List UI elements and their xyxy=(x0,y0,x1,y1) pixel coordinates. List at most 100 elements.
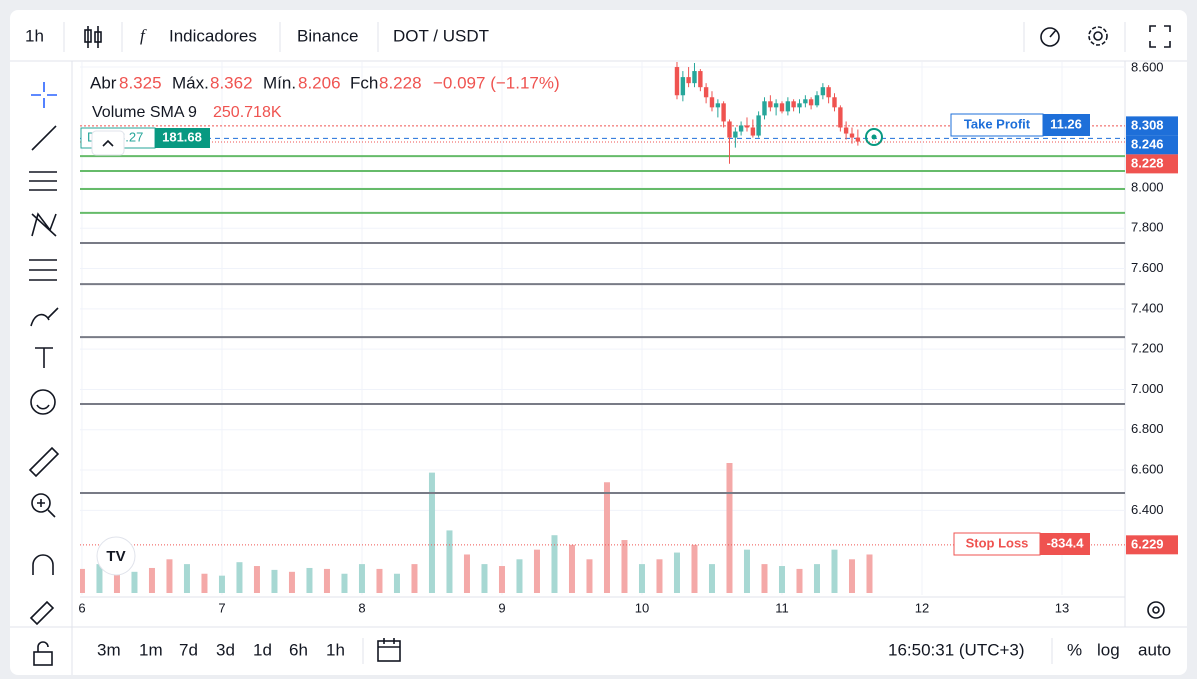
auto-toggle[interactable]: auto xyxy=(1138,640,1171,659)
fib-tool[interactable] xyxy=(29,259,57,281)
lines-tool[interactable] xyxy=(29,171,57,191)
candle-body xyxy=(756,115,761,136)
y-tick-label: 7.800 xyxy=(1131,220,1164,235)
zoom-tool[interactable] xyxy=(31,493,56,518)
settings-button[interactable] xyxy=(1088,26,1108,46)
volume-bar xyxy=(831,549,838,593)
volume-bar xyxy=(80,568,85,593)
volume-bar xyxy=(586,559,593,593)
price-label-box xyxy=(1126,154,1178,174)
candle-body xyxy=(692,71,697,84)
log-toggle[interactable]: log xyxy=(1097,640,1120,659)
ruler-tool[interactable] xyxy=(28,446,60,478)
range-button[interactable]: 1m xyxy=(139,640,163,659)
trendline-tool[interactable] xyxy=(31,125,57,151)
y-tick-label: 7.400 xyxy=(1131,300,1164,315)
volume-bar xyxy=(603,482,610,593)
volume-bar xyxy=(533,549,540,593)
volume-bar xyxy=(761,564,768,593)
volume-bar xyxy=(516,559,523,593)
emoji-tool[interactable] xyxy=(30,389,56,415)
candle-body xyxy=(843,127,849,134)
range-button[interactable]: 7d xyxy=(179,640,198,659)
range-button[interactable]: 1h xyxy=(326,640,345,659)
volume-value: 250.718K xyxy=(213,104,282,121)
volume-bar xyxy=(568,544,575,593)
range-button[interactable]: 3m xyxy=(97,640,121,659)
volume-bar xyxy=(638,564,645,593)
candle-body xyxy=(826,87,831,98)
position-marker[interactable] xyxy=(865,128,883,146)
candle-body xyxy=(744,125,750,128)
window xyxy=(10,10,1187,675)
interval-button[interactable]: 1h xyxy=(25,26,44,45)
candle-body xyxy=(674,67,680,96)
collapse-button[interactable] xyxy=(91,130,125,156)
volume-bar xyxy=(621,540,628,593)
candle-body xyxy=(727,121,732,138)
logo[interactable] xyxy=(96,536,136,576)
price-label-box xyxy=(1126,135,1178,155)
exchange[interactable]: Binance xyxy=(297,26,358,45)
y-tick-label: 7.200 xyxy=(1131,341,1164,356)
text-tool[interactable] xyxy=(35,347,53,368)
percent-toggle[interactable]: % xyxy=(1067,640,1082,659)
volume-bar xyxy=(498,566,505,593)
volume-label: Volume SMA 9 xyxy=(92,104,197,121)
volume-bar xyxy=(778,566,785,593)
stop-loss-value: -834.4 xyxy=(1047,535,1085,550)
lock-drawings-tool[interactable] xyxy=(29,600,55,626)
candle-body xyxy=(779,103,785,112)
range-button[interactable]: 1d xyxy=(253,640,272,659)
unlock-tool[interactable] xyxy=(33,641,53,666)
candle-body xyxy=(849,133,855,138)
price-label: 8.246 xyxy=(1131,136,1164,151)
volume-bar xyxy=(446,530,453,593)
fullscreen-button[interactable] xyxy=(1149,25,1171,48)
candle-body xyxy=(820,87,826,96)
volume-bar xyxy=(341,573,348,593)
x-tick-label: 9 xyxy=(498,600,505,615)
y-tick-label: 8.600 xyxy=(1131,59,1164,74)
volume-bar xyxy=(463,554,470,593)
open-label: Abr xyxy=(90,73,117,92)
volume-bar xyxy=(813,564,820,593)
x-tick-label: 10 xyxy=(635,600,649,615)
indicators-button[interactable]: Indicadores xyxy=(169,26,257,45)
dca-amount: 181.68 xyxy=(162,129,202,144)
y-tick-label: 7.600 xyxy=(1131,260,1164,275)
candle-body xyxy=(785,101,791,112)
chart-type-button[interactable] xyxy=(84,26,102,48)
volume-bar xyxy=(393,573,400,593)
candle-body xyxy=(721,103,726,122)
y-tick-label: 6.400 xyxy=(1131,502,1164,517)
goto-date-button[interactable] xyxy=(377,638,401,662)
pattern-tool[interactable] xyxy=(31,212,57,237)
brush-tool[interactable] xyxy=(30,307,59,327)
symbol[interactable]: DOT / USDT xyxy=(393,26,489,45)
candle-body xyxy=(808,99,814,106)
price-label: 8.308 xyxy=(1131,117,1164,132)
range-button[interactable]: 6h xyxy=(289,640,308,659)
alert-button[interactable] xyxy=(1040,27,1060,47)
candle-body xyxy=(838,107,843,128)
collapse-icon xyxy=(102,139,114,147)
magnet-tool[interactable] xyxy=(32,554,54,575)
candle-body xyxy=(750,127,756,136)
volume-bar xyxy=(323,568,330,593)
take-profit-value: 11.26 xyxy=(1050,116,1082,131)
crosshair-tool[interactable] xyxy=(31,82,57,108)
y-tick-label: 6.800 xyxy=(1131,421,1164,436)
price-label: 8.228 xyxy=(1131,155,1164,170)
candle-body xyxy=(832,97,837,108)
dca-amount-box xyxy=(155,128,210,148)
take-profit-value-box xyxy=(1043,114,1090,136)
range-button[interactable]: 3d xyxy=(216,640,235,659)
x-tick-label: 6 xyxy=(78,600,85,615)
axis-settings-button[interactable] xyxy=(1147,601,1165,619)
x-tick-label: 13 xyxy=(1055,600,1069,615)
low-value: 8.206 xyxy=(298,73,341,92)
close-label: Fch xyxy=(350,73,378,92)
candle-body xyxy=(698,71,703,88)
volume-bar xyxy=(848,559,855,593)
